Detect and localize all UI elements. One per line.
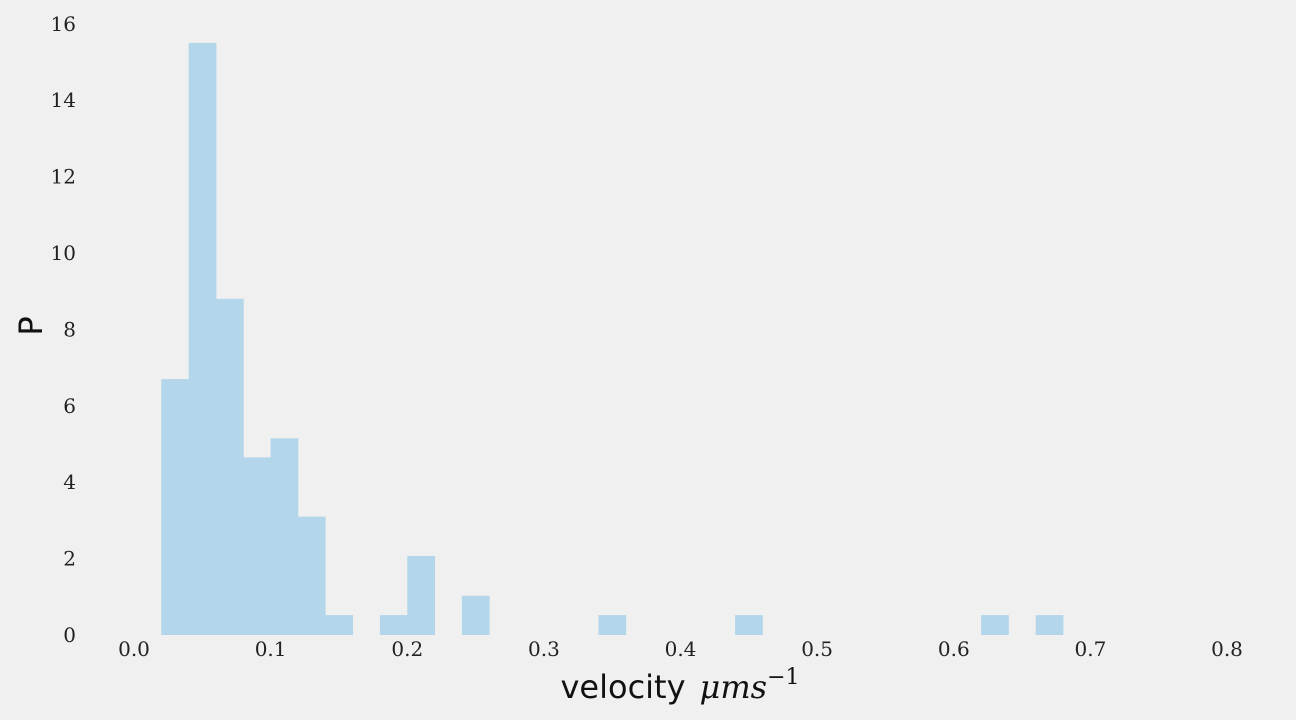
x-tick-label-5: 0.5	[801, 637, 833, 661]
y-tick-label-6: 12	[51, 165, 76, 189]
x-axis-label-unit: μms	[700, 668, 768, 706]
histogram-bar-10	[598, 615, 627, 635]
histogram-bar-1	[188, 42, 217, 635]
histogram-bar-8	[407, 555, 435, 635]
y-tick-label-7: 14	[51, 88, 76, 112]
y-tick-label-5: 10	[51, 241, 76, 265]
x-tick-label-2: 0.2	[391, 637, 423, 661]
histogram-bar-12	[981, 615, 1009, 635]
histogram-bar-2	[216, 298, 244, 635]
x-axis-label: velocity μms−1	[560, 665, 799, 706]
x-tick-label-8: 0.8	[1211, 637, 1243, 661]
y-tick-label-8: 16	[51, 12, 76, 36]
histogram-bar-5	[297, 516, 326, 635]
x-axis-label-exponent: −1	[767, 665, 799, 690]
x-axis-label-text: velocity	[560, 668, 685, 706]
histogram-bars	[161, 42, 1064, 635]
x-tick-label-1: 0.1	[255, 637, 287, 661]
histogram-bar-4	[270, 438, 299, 635]
x-tick-label-3: 0.3	[528, 637, 560, 661]
y-axis-ticks: 0 2 4 6 8 10 12 14 16	[51, 12, 76, 647]
x-axis-ticks: 0.0 0.1 0.2 0.3 0.4 0.5 0.6 0.7 0.8	[118, 637, 1243, 661]
histogram-bar-9	[461, 595, 490, 635]
histogram-bar-13	[1035, 615, 1064, 635]
histogram-bar-11	[735, 615, 763, 635]
histogram-bar-3	[243, 457, 271, 635]
y-axis-label: P	[12, 316, 50, 335]
x-tick-label-4: 0.4	[665, 637, 697, 661]
y-tick-label-4: 8	[63, 317, 76, 341]
histogram-bar-7	[379, 615, 408, 635]
y-tick-label-2: 4	[63, 470, 76, 494]
x-tick-label-6: 0.6	[938, 637, 970, 661]
y-tick-label-0: 0	[63, 623, 76, 647]
x-tick-label-7: 0.7	[1074, 637, 1106, 661]
x-tick-label-0: 0.0	[118, 637, 150, 661]
histogram-bar-6	[325, 615, 353, 635]
histogram-bar-0	[161, 379, 189, 635]
y-tick-label-3: 6	[63, 394, 76, 418]
y-tick-label-1: 2	[63, 547, 76, 571]
